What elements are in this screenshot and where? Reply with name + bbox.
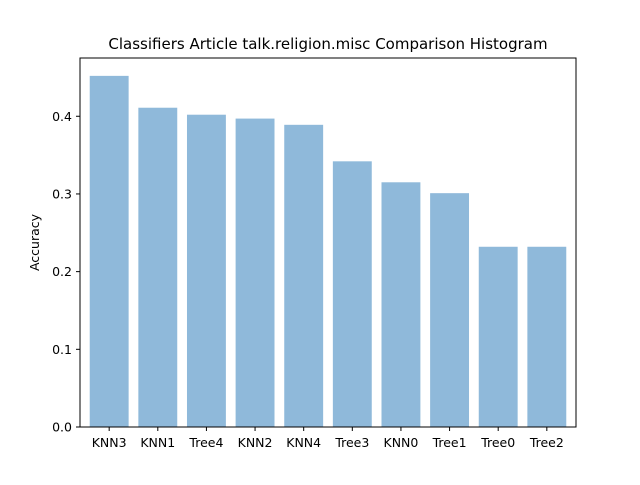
x-tick-label: KNN2: [238, 435, 273, 450]
bar-tree3: [332, 161, 372, 427]
y-tick-label: 0.2: [52, 264, 72, 279]
bar-knn3: [89, 75, 129, 428]
x-axis-ticks: KNN3 KNN1 Tree4 KNN2 KNN4 Tree3 KNN0 Tree1 Tree0…: [92, 427, 564, 450]
bar-knn4: [284, 124, 324, 427]
bar-tree4: [186, 114, 226, 428]
y-tick-label: 0.3: [52, 186, 72, 201]
plot-frame: [79, 57, 577, 428]
x-tick-label: KNN3: [92, 435, 127, 450]
bar-tree1: [430, 193, 470, 427]
x-tick-label: Tree4: [188, 435, 223, 450]
bar-knn2: [235, 118, 275, 427]
chart-title: Classifiers Article talk.religion.misc C…: [108, 35, 547, 53]
x-tick-label: Tree0: [480, 435, 515, 450]
y-tick-label: 0.1: [52, 342, 72, 357]
bar-knn1: [138, 107, 178, 427]
bar-tree2: [527, 246, 567, 427]
x-tick-label: KNN4: [286, 435, 321, 450]
bar-tree0: [478, 246, 518, 427]
bars-group: [89, 75, 567, 428]
bar-knn0: [381, 182, 421, 427]
x-tick-label: Tree2: [529, 435, 564, 450]
y-axis-ticks: 0.0 0.1 0.2 0.3 0.4: [52, 109, 80, 435]
x-tick-label: Tree3: [334, 435, 369, 450]
x-tick-label: Tree1: [432, 435, 467, 450]
x-tick-label: KNN0: [384, 435, 419, 450]
y-tick-label: 0.4: [52, 109, 72, 124]
y-axis-label: Accuracy: [27, 213, 42, 271]
x-tick-label: KNN1: [140, 435, 175, 450]
y-tick-label: 0.0: [52, 420, 72, 435]
